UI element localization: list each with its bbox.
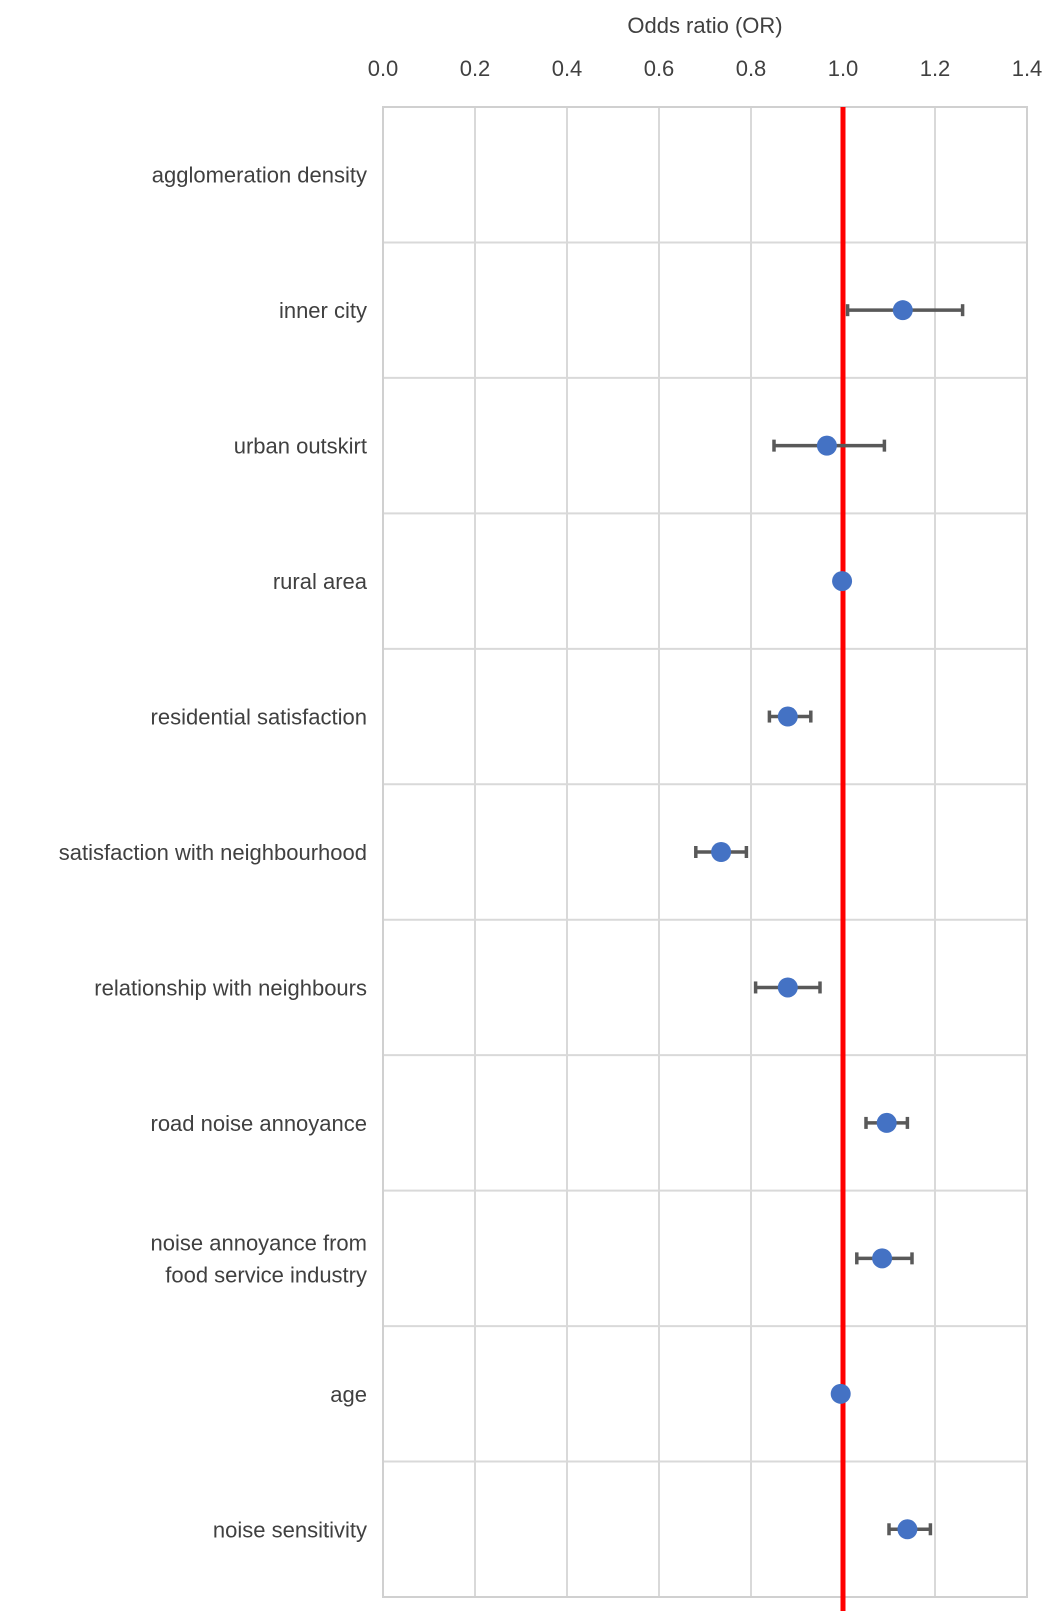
x-tick-label: 1.4: [1012, 56, 1043, 81]
category-labels: agglomeration density inner city urban out…: [59, 163, 368, 1543]
data-point: [777, 706, 798, 727]
category-label: agglomeration density: [152, 163, 367, 188]
data-point: [832, 571, 853, 592]
data-point: [777, 977, 798, 998]
x-tick-label: 0.8: [736, 56, 767, 81]
category-label: satisfaction with neighbourhood: [59, 840, 367, 865]
data-point: [830, 1383, 851, 1404]
data-point: [711, 842, 732, 862]
category-label: urban outskirt: [234, 434, 367, 459]
x-tick-label: 0.2: [460, 56, 491, 81]
category-label: residential satisfaction: [151, 705, 367, 730]
data-point: [876, 1112, 897, 1133]
category-label: relationship with neighbours: [94, 975, 367, 1000]
data-point: [872, 1248, 893, 1269]
x-tick-label: 1.0: [828, 56, 859, 81]
data-point: [892, 300, 913, 321]
category-label: inner city: [279, 298, 367, 323]
plot-frame: [382, 106, 1028, 1598]
points-layer: [711, 300, 918, 1540]
category-label: road noise annoyance: [151, 1111, 368, 1136]
data-point: [816, 435, 837, 456]
x-tick-label: 1.2: [920, 56, 951, 81]
data-point: [897, 1519, 918, 1540]
x-tick-labels: 0.0 0.2 0.4 0.6 0.8 1.0 1.2 1.4: [368, 56, 1043, 81]
category-label: noise annoyance from food service industr…: [151, 1230, 367, 1287]
category-label: noise sensitivity: [213, 1517, 367, 1542]
x-tick-label: 0.6: [644, 56, 675, 81]
category-label: age: [330, 1382, 367, 1407]
x-axis-title: Odds ratio (OR): [627, 13, 782, 38]
x-tick-label: 0.0: [368, 56, 399, 81]
category-label: rural area: [273, 569, 368, 594]
x-tick-label: 0.4: [552, 56, 583, 81]
